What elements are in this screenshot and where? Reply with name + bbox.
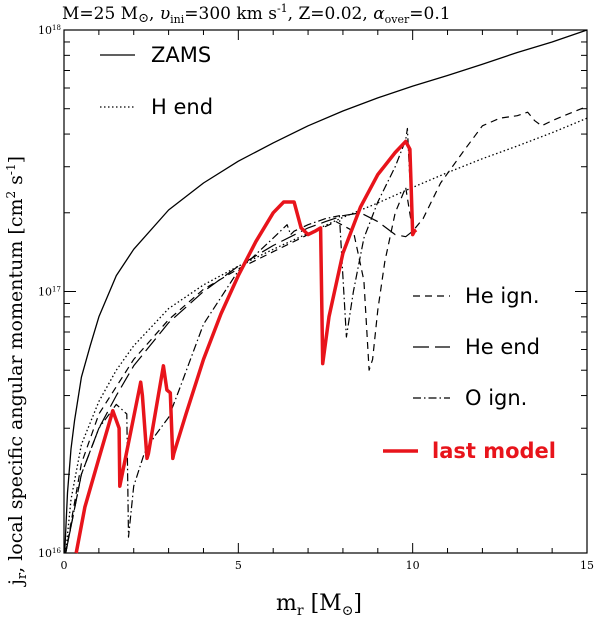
series-last-model-line — [74, 139, 418, 554]
x-axis-ticks: 0 5 10 15 — [61, 30, 594, 572]
y-axis-ticks: 1016 1017 1018 — [38, 24, 587, 560]
legend-label-he-end: He end — [465, 335, 540, 359]
series-he-end-line — [65, 212, 414, 554]
legend-lower: He ign. He end O ign. last model — [383, 284, 556, 463]
series-h-end-line — [65, 117, 588, 554]
series-he-ign-line — [65, 105, 588, 554]
x-tick-label: 15 — [580, 559, 594, 572]
series-layer — [64, 29, 588, 554]
legend-label-o-ign: O ign. — [465, 386, 527, 410]
legend-upper: ZAMS H end — [100, 43, 213, 119]
legend-label-h-end: H end — [151, 95, 213, 119]
series-zams-line — [64, 29, 588, 554]
x-tick-label: 10 — [406, 559, 420, 572]
x-axis-label: mr [M⊙] — [276, 591, 362, 618]
y-tick-label: 1018 — [38, 24, 61, 37]
legend-label-he-ign: He ign. — [465, 284, 540, 308]
y-tick-label: 1016 — [38, 547, 61, 560]
x-tick-label: 5 — [235, 559, 242, 572]
y-tick-label: 1017 — [38, 286, 61, 299]
legend-label-last-model: last model — [432, 439, 556, 463]
chart-title: M=25 M⊙, υini=300 km s-1, Z=0.02, αover=… — [62, 2, 451, 26]
x-tick-label: 0 — [61, 559, 68, 572]
y-axis-label: jr, local specific angular momentum [cm2… — [4, 156, 30, 587]
series-o-ign-line — [65, 127, 414, 554]
legend-label-zams: ZAMS — [151, 43, 211, 67]
